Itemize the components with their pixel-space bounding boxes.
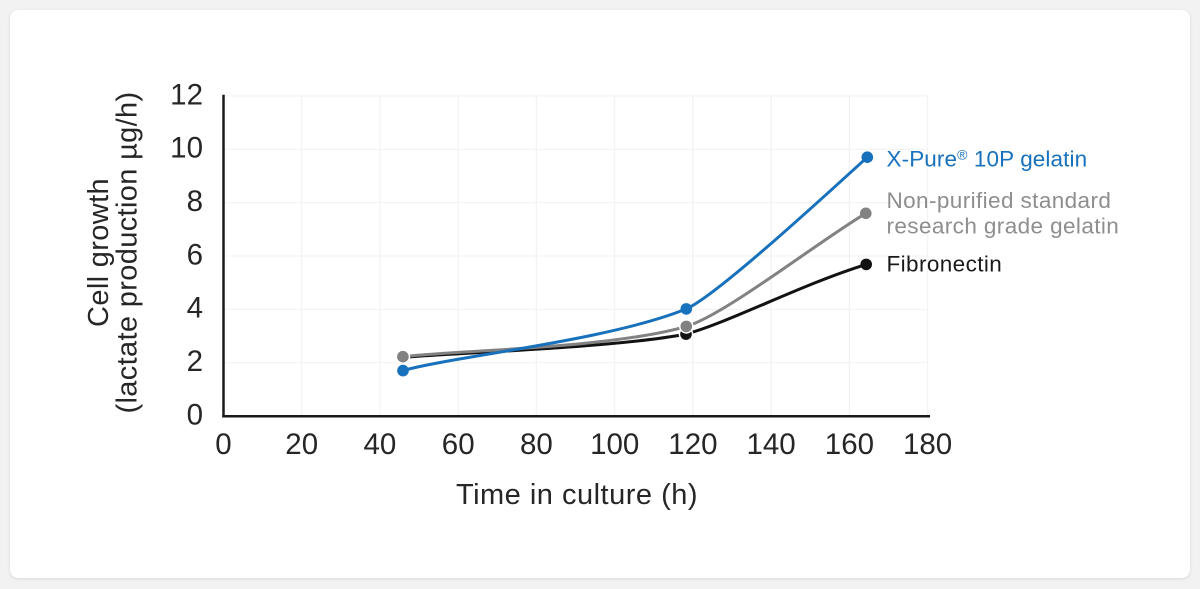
svg-text:Time in culture (h): Time in culture (h) (456, 479, 698, 511)
svg-text:(lactate production µg/h): (lactate production µg/h) (112, 91, 144, 413)
svg-text:Fibronectin: Fibronectin (887, 251, 1003, 276)
svg-text:10: 10 (170, 132, 203, 165)
svg-text:120: 120 (668, 428, 717, 461)
svg-text:Non-purified standard: Non-purified standard (887, 188, 1112, 213)
svg-text:2: 2 (187, 345, 203, 378)
svg-text:research grade gelatin: research grade gelatin (887, 213, 1120, 238)
svg-text:140: 140 (746, 428, 795, 461)
svg-text:6: 6 (187, 238, 203, 271)
svg-text:40: 40 (363, 428, 396, 461)
svg-text:100: 100 (590, 428, 639, 461)
svg-text:60: 60 (442, 428, 475, 461)
svg-text:X-Pure® 10P gelatin: X-Pure® 10P gelatin (887, 147, 1088, 172)
svg-text:180: 180 (903, 428, 952, 461)
svg-text:0: 0 (187, 398, 203, 431)
svg-text:80: 80 (520, 428, 553, 461)
svg-text:8: 8 (187, 185, 203, 218)
svg-text:12: 12 (170, 78, 203, 111)
svg-text:20: 20 (285, 428, 318, 461)
svg-text:0: 0 (215, 428, 231, 461)
svg-text:4: 4 (187, 292, 203, 325)
svg-text:160: 160 (825, 428, 874, 461)
svg-text:Cell growth: Cell growth (83, 178, 115, 327)
